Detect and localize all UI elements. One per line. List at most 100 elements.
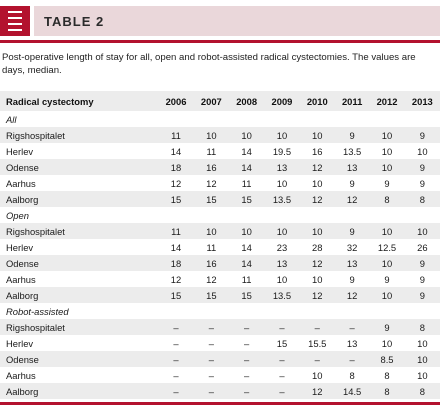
table-cell: – [299, 319, 335, 335]
table-cell: 9 [334, 127, 370, 143]
table-row: Aalborg 15 15 15 13.5 12 12 8 8 [0, 191, 440, 207]
table-cell: 13 [264, 159, 300, 175]
table-cell: 14 [170, 145, 182, 157]
table-cell: 18 [158, 255, 194, 271]
table-caption: Post-operative length of stay for all, o… [2, 52, 416, 76]
table-cell: 19.5 [272, 145, 292, 157]
table-cell: 10 [276, 177, 288, 189]
table-cell: 10 [299, 127, 335, 143]
table-cell: 10 [193, 223, 229, 239]
table-cell: 10 [417, 369, 428, 381]
table-cell: 15 [228, 191, 265, 207]
table-cell: 13 [334, 255, 370, 271]
table-cell: 14 [241, 145, 252, 157]
table-cell: 10 [299, 223, 335, 239]
table-cell: 10 [381, 145, 393, 157]
table-row: Aarhus – – – – 10 8 8 10 [0, 367, 440, 383]
column-header-year: 2012 [369, 91, 405, 111]
table-cell: – [299, 351, 335, 367]
table-row: Aalborg – – – –12 14.5 8 8 [0, 383, 440, 399]
table-header: TABLE 2 [0, 0, 440, 43]
table-cell: 12 [334, 191, 370, 207]
table-cell: 10 [228, 127, 265, 143]
bottom-rule [0, 402, 440, 405]
table-cell: 18 [158, 159, 194, 175]
table-cell: – [334, 319, 370, 335]
table-cell: 32 [346, 241, 358, 253]
group-label: Robot-assisted [6, 305, 69, 317]
table-cell: 9 [334, 223, 370, 239]
table-body: All Rigshospitalet 11 10 10 10 10 9 10 9 Herlev 14 1… [0, 111, 440, 399]
table-cell: 10 [264, 223, 300, 239]
table-row: Herlev – – – 15 15.5 13 10 10 [0, 335, 440, 351]
table-cell: 9 [369, 319, 405, 335]
table-cell: – [173, 369, 179, 381]
column-header-year: 2008 [228, 91, 265, 111]
table-cell: – [228, 351, 265, 367]
hospital-name: Aalborg [0, 191, 159, 207]
table-cell: 10 [193, 127, 229, 143]
table-cell: 8 [404, 319, 440, 335]
hospital-name: Rigshospitalet [0, 127, 159, 143]
table-row: Odense – – – – – –8.5 10 [0, 351, 440, 367]
table-cell: 10 [312, 273, 323, 285]
table-cell: 9 [419, 273, 425, 285]
table-cell: 9 [404, 159, 440, 175]
table-icon [0, 6, 30, 36]
table-cell: 8 [369, 191, 405, 207]
table-cell: 10 [228, 223, 265, 239]
table-cell: 13 [346, 337, 358, 349]
table-cell: 12 [206, 177, 217, 189]
table-cell: 10 [369, 287, 405, 303]
table-cell: – [264, 351, 300, 367]
table-cell: 8 [404, 191, 440, 207]
table-cell: – [158, 383, 194, 399]
table-cell: 15 [193, 191, 229, 207]
table-cell: 14 [170, 241, 182, 253]
table-cell: 12 [334, 287, 370, 303]
table-cell: – [334, 351, 370, 367]
table-cell: 10 [404, 223, 440, 239]
table-cell: – [208, 337, 214, 349]
table-cell: 12 [299, 383, 335, 399]
table-cell: 15 [158, 191, 194, 207]
hospital-name: Herlev [6, 337, 34, 349]
table-cell: 8 [384, 369, 390, 381]
table-cell: – [228, 319, 265, 335]
table-cell: 9 [349, 273, 355, 285]
table-cell: 14 [228, 255, 265, 271]
hospital-name: Aarhus [6, 177, 36, 189]
table-cell: 12.5 [377, 241, 397, 253]
table-row: Aarhus 12 12 11 10 10 9 9 9 [0, 271, 440, 287]
table-cell: 15.5 [308, 337, 327, 349]
table-row: Rigshospitalet 11 10 10 10 10 9 10 10 [0, 223, 440, 239]
table-title: TABLE 2 [34, 6, 440, 36]
table-cell: 9 [384, 177, 390, 189]
table-cell: – [208, 369, 214, 381]
table-cell: 10 [417, 145, 428, 157]
table-row: Aarhus 12 12 11 10 10 9 9 9 [0, 175, 440, 191]
table-cell: 9 [419, 177, 425, 189]
table-cell: 11 [158, 127, 194, 143]
table-cell: 15 [228, 287, 265, 303]
table-cell: 12 [206, 273, 217, 285]
table-cell: – [158, 351, 194, 367]
table-cell: 10 [312, 177, 323, 189]
header-row: Radical cystectomy 2006 2007 2008 2009 2010 20… [0, 91, 440, 111]
table-cell: 15 [276, 337, 288, 349]
data-table: Radical cystectomy 2006 2007 2008 2009 2010 20… [0, 91, 440, 399]
group-row: All [0, 111, 440, 127]
table-cell: – [279, 369, 285, 381]
table-cell: 10 [404, 351, 440, 367]
table-cell: 10 [276, 273, 288, 285]
table-cell: 14 [241, 241, 252, 253]
column-header-year: 2010 [299, 91, 335, 111]
table-row: Aalborg 15 15 15 13.5 12 12 10 9 [0, 287, 440, 303]
table-row: Herlev 14 11 14 19.5 16 13.5 10 10 [0, 143, 440, 159]
table-cell: 10 [417, 337, 428, 349]
table-cell: 8 [369, 383, 405, 399]
group-label: All [6, 113, 17, 125]
hospital-name: Herlev [6, 241, 34, 253]
table-cell: – [193, 383, 229, 399]
table-row: Rigshospitalet 11 10 10 10 10 9 10 9 [0, 127, 440, 143]
